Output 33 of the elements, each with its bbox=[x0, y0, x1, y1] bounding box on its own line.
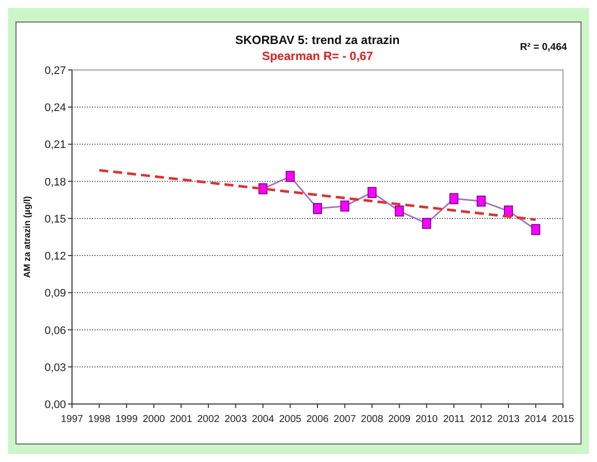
y-tick-label: 0,15 bbox=[44, 213, 66, 226]
y-tick-label: 0,12 bbox=[44, 250, 66, 263]
x-tick-label: 2007 bbox=[334, 414, 356, 425]
x-tick-label: 2002 bbox=[197, 414, 220, 425]
y-axis-title: AM za atrazin (µg/l) bbox=[22, 196, 32, 278]
x-tick-label: 2000 bbox=[142, 414, 166, 425]
x-tick-label: 2001 bbox=[170, 414, 193, 425]
x-tick-label: 2014 bbox=[524, 414, 548, 425]
y-tick-label: 0,27 bbox=[44, 65, 66, 77]
y-tick-label: 0,00 bbox=[44, 399, 66, 411]
x-tick-label: 2006 bbox=[306, 414, 330, 425]
x-tick-label: 2003 bbox=[224, 414, 248, 425]
x-tick-label: 2005 bbox=[279, 414, 302, 425]
y-tick-label: 0,09 bbox=[44, 288, 66, 300]
y-tick-label: 0,21 bbox=[44, 139, 66, 152]
x-tick-label: 1999 bbox=[115, 414, 138, 425]
y-tick-label: 0,03 bbox=[44, 362, 66, 374]
y-tick-label: 0,06 bbox=[44, 324, 66, 337]
chart-title: SKORBAV 5: trend za atrazin bbox=[235, 33, 400, 47]
x-tick-label: 2009 bbox=[388, 414, 411, 425]
x-tick-label: 2004 bbox=[252, 414, 275, 425]
chart-subtitle: Spearman R= - 0,67 bbox=[262, 49, 374, 63]
x-tick-label: 1998 bbox=[88, 414, 111, 425]
x-tick-label: 2010 bbox=[415, 414, 438, 425]
y-tick-label: 0,24 bbox=[44, 102, 66, 114]
x-tick-label: 1997 bbox=[60, 414, 84, 425]
x-tick-label: 2015 bbox=[552, 414, 575, 425]
text: R² = 0,464 bbox=[520, 42, 568, 53]
x-tick-label: 2012 bbox=[470, 414, 493, 425]
x-tick-label: 2008 bbox=[360, 414, 384, 425]
y-tick-label: 0,18 bbox=[44, 176, 66, 188]
x-tick-label: 2011 bbox=[443, 414, 466, 425]
x-tick-label: 2013 bbox=[497, 414, 520, 425]
